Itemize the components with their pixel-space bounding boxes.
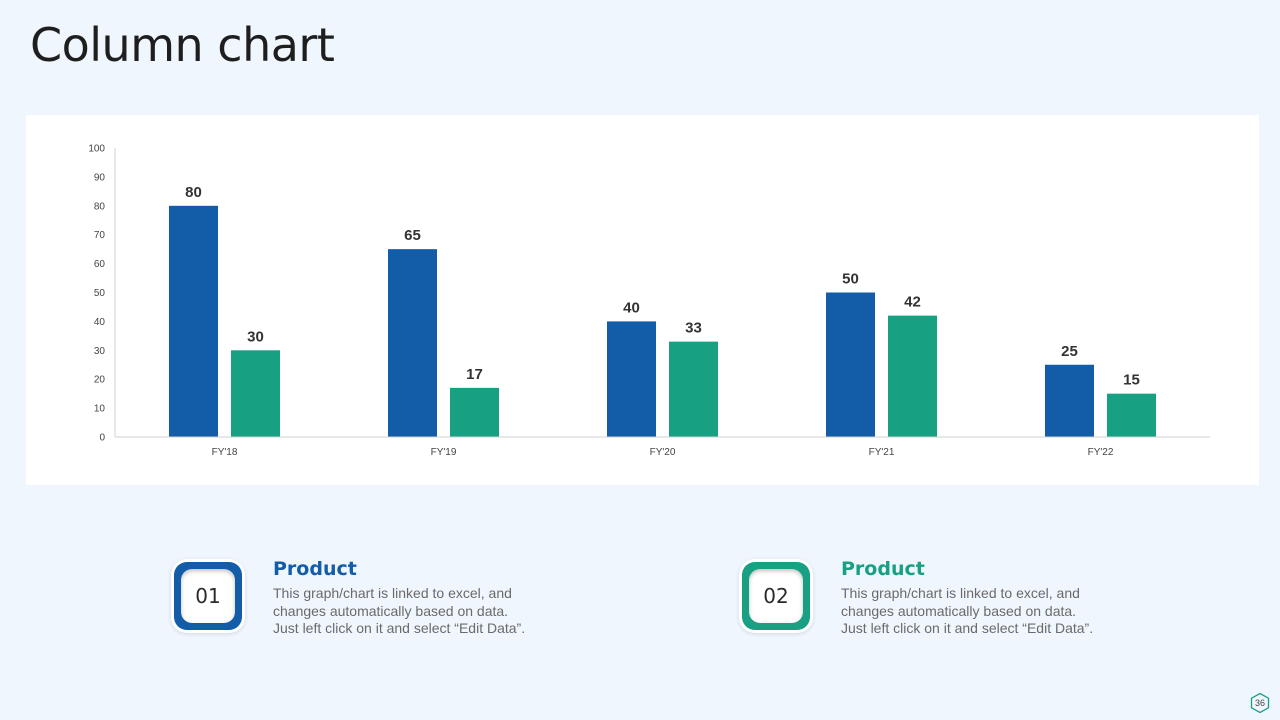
x-tick-label: FY'22	[1088, 447, 1114, 458]
badge-number: 01	[181, 569, 235, 623]
x-tick-label: FY'18	[212, 447, 238, 458]
data-label: 30	[247, 328, 264, 345]
x-tick-label: FY'19	[431, 447, 457, 458]
card-text-line: Just left click on it and select “Edit D…	[273, 620, 526, 636]
card-description: This graph/chart is linked to excel, and…	[273, 585, 563, 638]
y-tick-label: 20	[94, 375, 106, 386]
x-tick-label: FY'20	[650, 447, 676, 458]
data-label: 80	[185, 184, 202, 201]
y-tick-label: 100	[88, 144, 105, 155]
badge-02: 02	[742, 562, 810, 630]
data-label: 33	[685, 320, 702, 337]
column-chart-panel: 0 10 20 30 40 50 60 70 80 90 100 80 30 65 17 40 33 50 42 2…	[26, 115, 1259, 485]
bars	[169, 205, 1156, 437]
card-text-line: changes automatically based on data.	[841, 602, 1077, 619]
data-labels: 80 30 65 17 40 33 50 42 25 15	[185, 184, 1140, 389]
hexagon-icon	[1250, 692, 1270, 714]
page-number: 36	[1249, 692, 1271, 714]
product-card-01: 01 Product This graph/chart is linked to…	[172, 558, 572, 638]
y-tick-label: 40	[94, 317, 106, 328]
x-axis: FY'18 FY'19 FY'20 FY'21 FY'22	[115, 436, 1210, 458]
y-tick-label: 70	[94, 230, 106, 241]
data-label: 15	[1123, 372, 1140, 389]
y-tick-label: 0	[99, 433, 105, 444]
y-axis: 0 10 20 30 40 50 60 70 80 90 100	[88, 144, 116, 444]
data-label: 25	[1061, 343, 1078, 360]
card-text-line: changes automatically based on data.	[273, 602, 509, 619]
page-number-text: 36	[1254, 698, 1265, 708]
bar-2-2	[450, 387, 499, 437]
data-label: 50	[842, 271, 859, 288]
x-tick-label: FY'21	[869, 447, 895, 458]
bar-1-4	[826, 292, 875, 437]
bar-2-1	[231, 350, 280, 437]
bar-1-1	[169, 205, 218, 437]
bar-2-5	[1107, 393, 1156, 437]
y-tick-label: 50	[94, 288, 106, 299]
y-tick-label: 80	[94, 201, 106, 212]
card-text-line: This graph/chart is linked to excel, and	[841, 585, 1080, 601]
badge-01: 01	[174, 562, 242, 630]
badge-number: 02	[749, 569, 803, 623]
data-label: 17	[466, 366, 483, 383]
card-title: Product	[841, 558, 925, 580]
bar-1-5	[1045, 364, 1094, 437]
card-description: This graph/chart is linked to excel, and…	[841, 585, 1131, 638]
y-tick-label: 30	[94, 346, 106, 357]
data-label: 65	[404, 227, 421, 244]
bar-1-2	[388, 249, 437, 437]
bar-2-4	[888, 315, 937, 437]
bar-2-3	[669, 341, 718, 437]
product-card-02: 02 Product This graph/chart is linked to…	[740, 558, 1140, 638]
y-tick-label: 90	[94, 172, 106, 183]
data-label: 42	[904, 294, 921, 311]
card-text-line: Just left click on it and select “Edit D…	[841, 620, 1094, 636]
card-text-line: This graph/chart is linked to excel, and	[273, 585, 512, 601]
bar-1-3	[607, 321, 656, 437]
column-chart: 0 10 20 30 40 50 60 70 80 90 100 80 30 65 17 40 33 50 42 2…	[88, 144, 1210, 458]
y-tick-label: 60	[94, 259, 106, 270]
page-title: Column chart	[30, 18, 335, 72]
y-tick-label: 10	[94, 404, 106, 415]
card-title: Product	[273, 558, 357, 580]
data-label: 40	[623, 299, 640, 316]
